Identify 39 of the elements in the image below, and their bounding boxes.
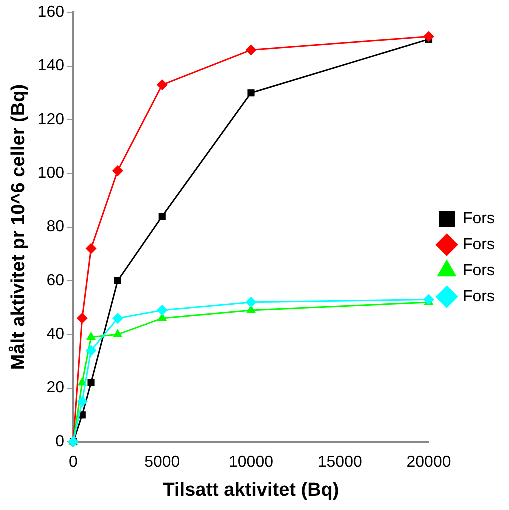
y-axis-title: Målt aktivitet pr 10^6 celler (Bq) xyxy=(8,84,30,370)
y-tick-label: 140 xyxy=(38,58,65,75)
point xyxy=(86,332,96,340)
point xyxy=(248,90,255,97)
legend-label: Fors xyxy=(463,210,495,228)
point xyxy=(156,304,168,316)
point xyxy=(86,345,97,356)
point xyxy=(86,243,97,254)
x-tick-label: 0 xyxy=(69,454,78,472)
point xyxy=(158,213,166,220)
x-tick-label: 15000 xyxy=(318,454,362,472)
y-tick-label: 120 xyxy=(38,111,65,128)
point xyxy=(158,313,168,322)
point xyxy=(246,296,257,308)
point xyxy=(112,313,124,324)
x-axis-title: Tilsatt aktivitet (Bq) xyxy=(163,480,340,501)
point xyxy=(76,313,88,324)
point xyxy=(156,80,168,91)
point xyxy=(76,396,88,408)
x-tick-label: 10000 xyxy=(229,454,274,472)
y-tick-label: 80 xyxy=(46,218,65,236)
legend-label: Fors xyxy=(463,288,495,306)
x-tick-label: 20000 xyxy=(406,454,452,472)
point xyxy=(424,294,434,306)
x-tick-label: 5000 xyxy=(144,454,180,472)
legend-label: Fors xyxy=(463,262,495,280)
y-tick-label: 40 xyxy=(46,326,65,344)
y-tick-label: 20 xyxy=(46,380,65,397)
point xyxy=(112,165,124,176)
y-tick-label: 0 xyxy=(56,433,65,450)
point xyxy=(114,277,122,285)
point xyxy=(246,44,257,56)
point xyxy=(113,329,123,338)
y-tick-label: 160 xyxy=(38,4,65,22)
legend-label: Fors xyxy=(463,236,495,254)
y-tick-label: 100 xyxy=(38,165,65,182)
point xyxy=(88,379,95,386)
y-tick-label: 60 xyxy=(46,272,65,290)
point xyxy=(424,31,434,42)
